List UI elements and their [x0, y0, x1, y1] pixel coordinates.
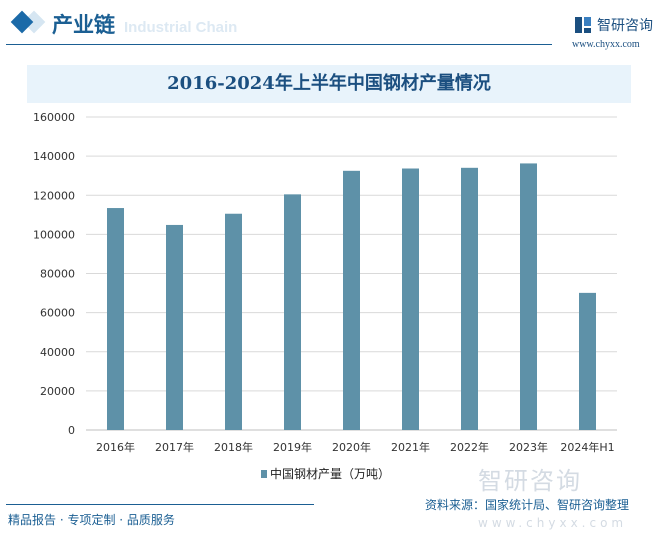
x-tick-label: 2019年: [273, 440, 312, 454]
chart-title: 2016-2024年上半年中国钢材产量情况: [167, 73, 491, 94]
y-tick-label: 60000: [40, 307, 75, 320]
brand-url: www.chyxx.com: [572, 39, 640, 50]
y-tick-label: 140000: [33, 150, 75, 163]
x-tick-label: 2020年: [332, 440, 371, 454]
bar-chart: 0 20000 40000 60000 80000 100000 120000 140000 1…: [33, 111, 617, 454]
header-title: 产业链: [52, 13, 115, 37]
bar: [461, 167, 478, 430]
brand-logo-icon: [575, 17, 591, 33]
y-tick-label: 40000: [40, 346, 75, 359]
brand-name: 智研咨询: [597, 18, 653, 34]
bar: [343, 170, 360, 430]
x-tick-label: 2016年: [96, 440, 135, 454]
x-tick-label: 2021年: [391, 440, 430, 454]
title-band: [27, 65, 631, 103]
footer-slogan: 精品报告 · 专项定制 · 品质服务: [8, 513, 175, 527]
legend-label: 中国钢材产量（万吨）: [270, 467, 391, 481]
legend-swatch: [261, 470, 267, 478]
y-tick-label: 0: [68, 424, 75, 437]
x-tick-label: 2023年: [509, 440, 548, 454]
footer-source: 资料来源：国家统计局、智研咨询整理: [425, 498, 630, 512]
bar: [284, 194, 301, 430]
y-tick-label: 100000: [33, 228, 75, 241]
x-tick-label: 2018年: [214, 440, 253, 454]
watermark: 智研咨询: [478, 467, 582, 495]
y-tick-label: 120000: [33, 189, 75, 202]
bar: [225, 213, 242, 430]
y-tick-label: 20000: [40, 385, 75, 398]
bar: [402, 168, 419, 430]
x-tick-label: 2024年H1: [560, 440, 614, 454]
y-tick-label: 80000: [40, 268, 75, 281]
bar: [107, 208, 124, 430]
header-divider: [6, 44, 552, 45]
header-subtitle: Industrial Chain: [124, 19, 238, 36]
bar: [520, 163, 537, 430]
x-tick-label: 2022年: [450, 440, 489, 454]
x-tick-label: 2017年: [155, 440, 194, 454]
bar: [166, 224, 183, 430]
y-tick-label: 160000: [33, 111, 75, 124]
bar: [579, 292, 596, 430]
footer-divider: [6, 504, 314, 505]
watermark-url: www.chyxx.com: [478, 516, 628, 530]
